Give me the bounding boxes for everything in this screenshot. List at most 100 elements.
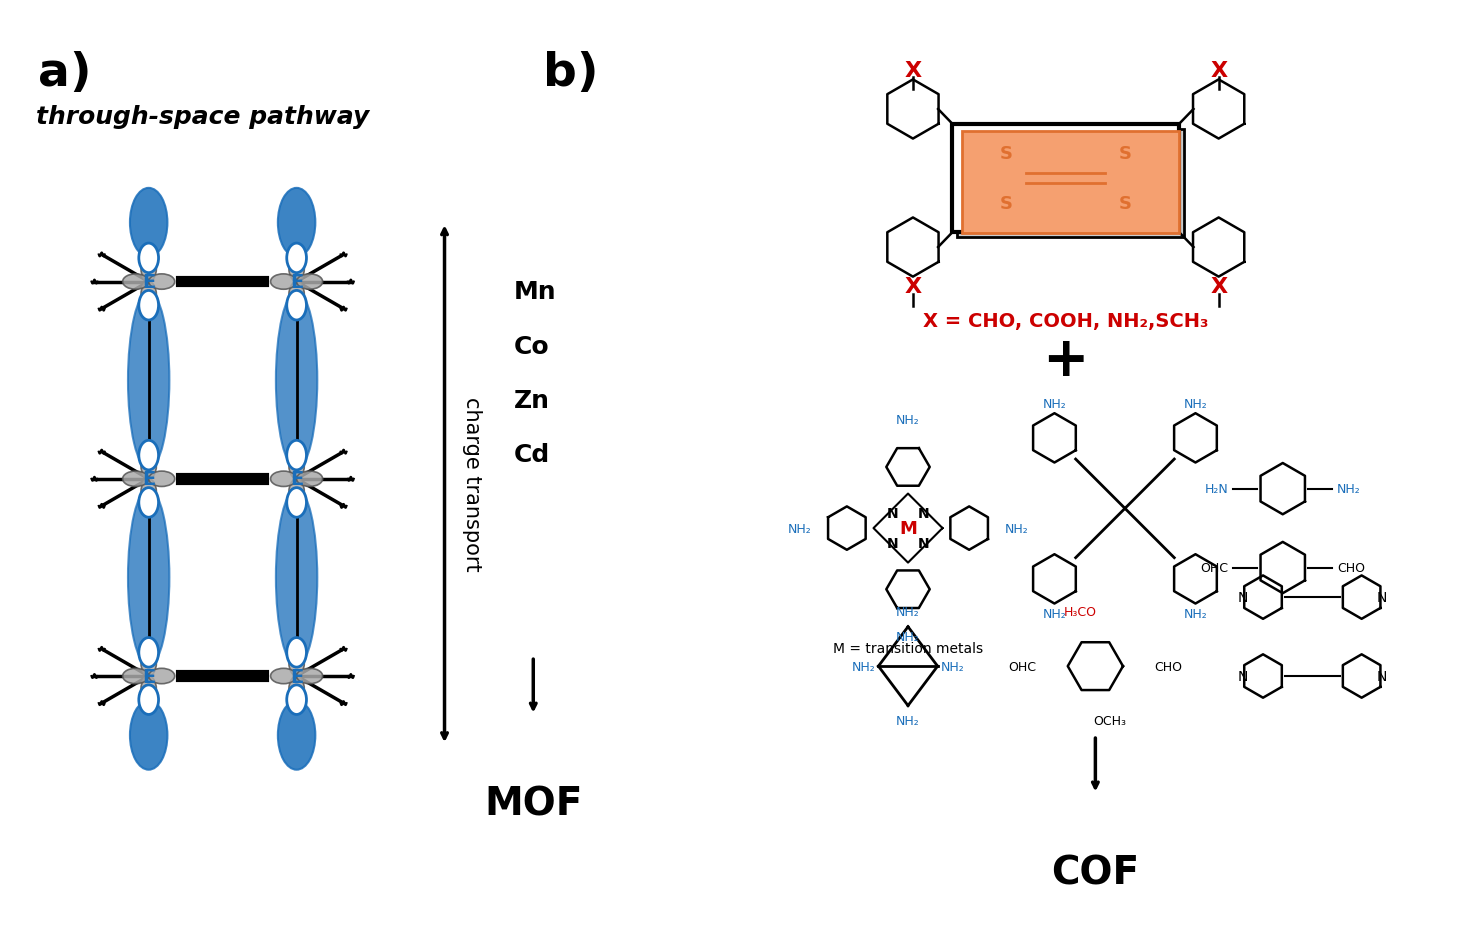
Text: NH₂: NH₂ (896, 413, 919, 426)
Ellipse shape (123, 274, 149, 290)
Text: N: N (1239, 669, 1249, 683)
Ellipse shape (149, 274, 174, 290)
Ellipse shape (287, 244, 306, 273)
Text: Co: Co (513, 335, 550, 358)
Text: NH₂: NH₂ (940, 660, 964, 673)
Ellipse shape (278, 701, 315, 769)
Text: +: + (1042, 334, 1089, 388)
Text: N: N (1376, 590, 1386, 604)
Text: NH₂: NH₂ (896, 605, 919, 618)
FancyBboxPatch shape (952, 124, 1179, 233)
Text: H₂N: H₂N (1205, 483, 1228, 496)
Ellipse shape (139, 291, 158, 321)
Ellipse shape (129, 292, 170, 469)
Text: E: E (142, 470, 155, 489)
Text: NH₂: NH₂ (1042, 607, 1066, 620)
Ellipse shape (149, 472, 174, 487)
Ellipse shape (140, 453, 157, 479)
Ellipse shape (130, 701, 167, 769)
Text: E: E (290, 470, 303, 489)
Ellipse shape (140, 282, 157, 309)
Text: NH₂: NH₂ (1184, 607, 1208, 620)
Text: E: E (290, 273, 303, 292)
Ellipse shape (140, 677, 157, 703)
Ellipse shape (297, 274, 322, 290)
Ellipse shape (288, 677, 304, 703)
Ellipse shape (140, 479, 157, 505)
Ellipse shape (140, 256, 157, 282)
Ellipse shape (297, 668, 322, 684)
Ellipse shape (297, 472, 322, 487)
Ellipse shape (139, 489, 158, 517)
Text: S: S (1001, 195, 1012, 212)
Text: X: X (1210, 60, 1227, 81)
Ellipse shape (287, 638, 306, 667)
Text: CHO: CHO (1154, 660, 1182, 673)
Ellipse shape (139, 685, 158, 715)
Ellipse shape (276, 292, 318, 469)
Ellipse shape (287, 291, 306, 321)
Text: N: N (1376, 669, 1386, 683)
Ellipse shape (287, 441, 306, 470)
Ellipse shape (278, 189, 315, 258)
Text: E: E (142, 273, 155, 292)
Text: X = CHO, COOH, NH₂,SCH₃: X = CHO, COOH, NH₂,SCH₃ (924, 311, 1209, 331)
Text: N: N (887, 537, 899, 551)
Text: through-space pathway: through-space pathway (37, 105, 370, 129)
Text: CHO: CHO (1338, 562, 1366, 575)
Text: N: N (887, 506, 899, 520)
Ellipse shape (276, 489, 318, 667)
Text: NH₂: NH₂ (1042, 398, 1066, 411)
Ellipse shape (129, 489, 170, 667)
Text: MOF: MOF (485, 784, 582, 822)
Ellipse shape (288, 256, 304, 282)
Text: Mn: Mn (513, 280, 556, 304)
Text: N: N (918, 506, 930, 520)
Text: NH₂: NH₂ (896, 630, 919, 643)
Ellipse shape (149, 668, 174, 684)
Ellipse shape (130, 189, 167, 258)
Ellipse shape (270, 472, 297, 487)
Text: X: X (905, 277, 921, 298)
FancyBboxPatch shape (958, 130, 1184, 238)
Text: X: X (1210, 277, 1227, 298)
Text: Zn: Zn (513, 388, 550, 413)
Ellipse shape (288, 479, 304, 505)
Ellipse shape (270, 668, 297, 684)
Ellipse shape (123, 472, 149, 487)
Text: E: E (142, 667, 155, 686)
Text: H₃CO: H₃CO (1064, 605, 1097, 618)
Ellipse shape (139, 638, 158, 667)
Ellipse shape (139, 244, 158, 273)
Text: OHC: OHC (1200, 562, 1228, 575)
Text: COF: COF (1051, 854, 1140, 892)
Text: Cd: Cd (513, 443, 550, 466)
Text: OCH₃: OCH₃ (1094, 714, 1126, 727)
Text: E: E (290, 667, 303, 686)
Text: NH₂: NH₂ (1184, 398, 1208, 411)
Text: NH₂: NH₂ (788, 522, 811, 535)
Ellipse shape (140, 650, 157, 677)
Ellipse shape (139, 441, 158, 470)
Text: charge transport: charge transport (463, 397, 482, 571)
FancyBboxPatch shape (962, 132, 1179, 234)
Text: a): a) (38, 51, 92, 95)
Ellipse shape (270, 274, 297, 290)
Ellipse shape (288, 282, 304, 309)
Text: b): b) (542, 51, 599, 95)
Text: S: S (1001, 146, 1012, 163)
Text: M = transition metals: M = transition metals (834, 641, 983, 655)
Text: NH₂: NH₂ (1005, 522, 1029, 535)
Text: S: S (1119, 195, 1132, 212)
Text: OHC: OHC (1008, 660, 1036, 673)
Ellipse shape (288, 650, 304, 677)
Ellipse shape (287, 489, 306, 517)
Text: N: N (1239, 590, 1249, 604)
Ellipse shape (123, 668, 149, 684)
Text: NH₂: NH₂ (896, 714, 919, 727)
Text: NH₂: NH₂ (1338, 483, 1361, 496)
Text: N: N (918, 537, 930, 551)
Ellipse shape (288, 453, 304, 479)
Ellipse shape (287, 685, 306, 715)
Text: NH₂: NH₂ (851, 660, 875, 673)
